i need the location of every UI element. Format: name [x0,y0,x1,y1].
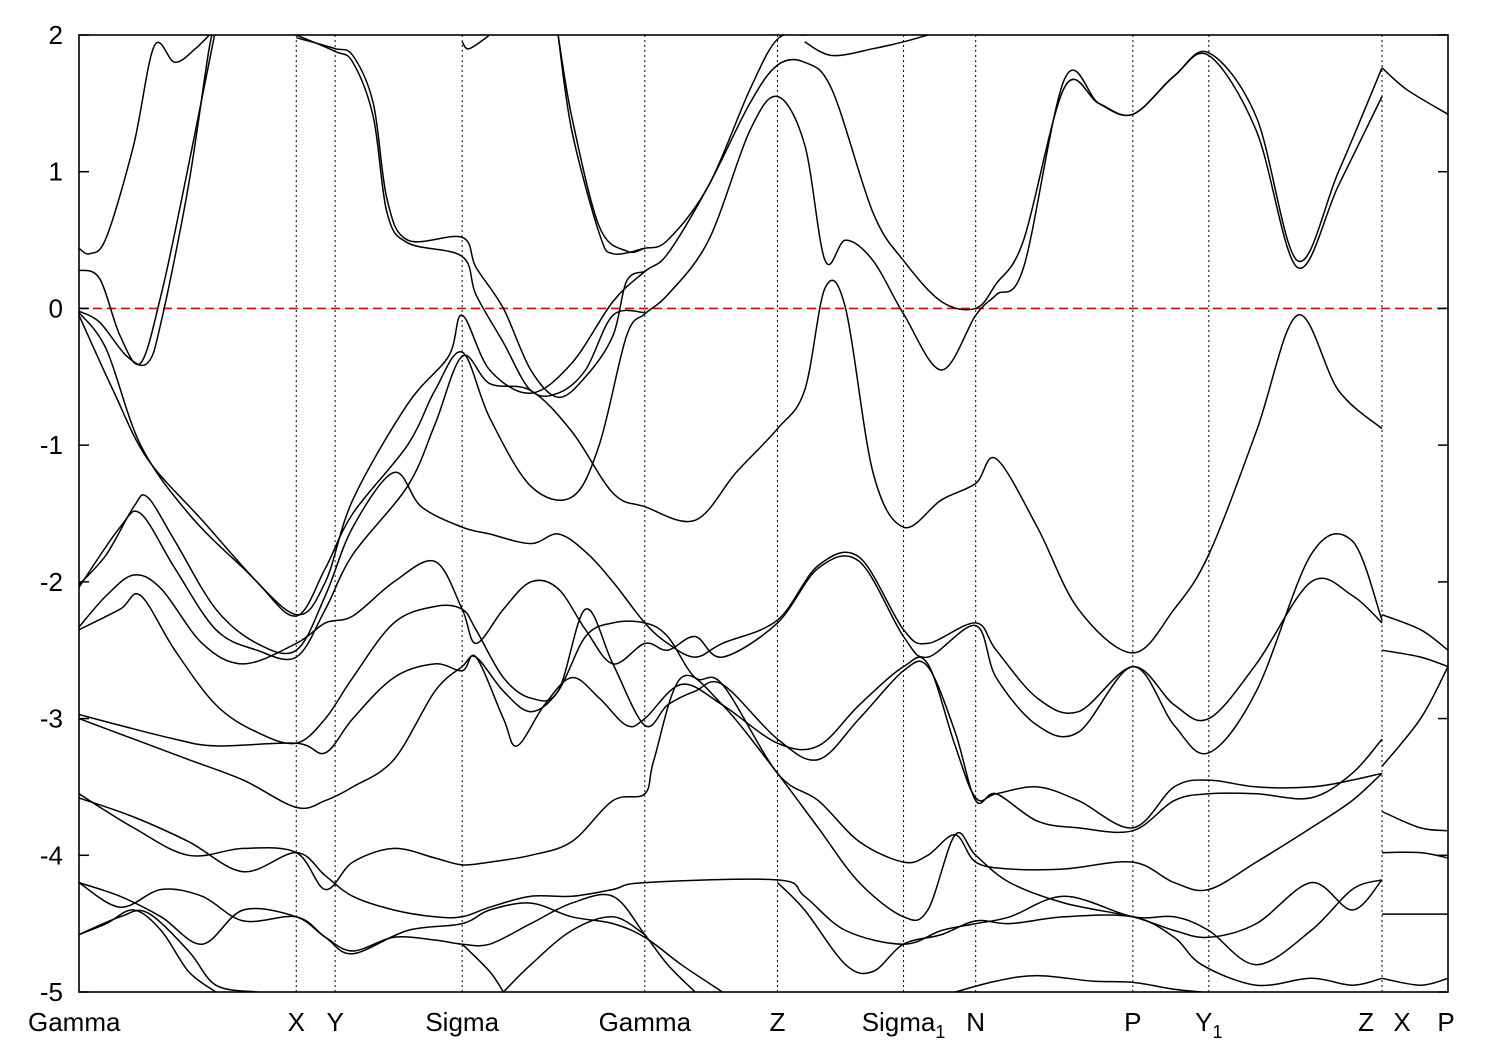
band-line-31 [1381,810,1448,832]
band-line-11 [79,620,1383,892]
band-line-26 [557,35,645,255]
x-tick-label: P [1124,1007,1141,1037]
band-line-35 [1381,977,1448,986]
band-line-9 [79,593,1383,834]
band-line-28 [1381,67,1448,115]
x-tick-label: Gamma [599,1007,692,1037]
y-tick-label: 1 [49,157,63,187]
band-line-16 [79,909,258,992]
band-line-19 [502,916,646,992]
band-line-13 [79,797,1383,966]
band-line-23 [296,35,645,398]
band-lines [79,35,1448,992]
y-tick-label: -5 [40,977,63,1007]
y-tick-label: -2 [40,567,63,597]
band-line-5 [79,52,1383,617]
band-line-7 [79,279,1383,661]
band-line-6 [79,471,1383,722]
x-tick-label: X [1393,1007,1410,1037]
x-tick-label: Y [326,1007,343,1037]
y-tick-label: -1 [40,430,63,460]
band-line-34 [1381,666,1448,767]
band-line-15 [79,881,723,992]
band-line-30 [1381,649,1448,668]
x-tick-label: Sigma1 [862,1007,946,1042]
band-line-17 [79,909,217,992]
band-line-1 [79,35,211,255]
band-line-14 [79,881,696,992]
x-tick-label: P [1437,1007,1454,1037]
x-tick-label: N [966,1007,985,1037]
band-line-18 [461,943,505,992]
band-line-29 [1381,614,1448,651]
plot-frame [78,34,1449,993]
high-symmetry-lines [295,35,1383,992]
band-line-10 [79,654,1383,829]
band-line-20 [776,882,1383,987]
x-axis: Gamma X Y Sigma Gamma Z Sigma1 N P Y1 Z X P [28,1007,1455,1042]
x-tick-label: Y1 [1195,1007,1222,1042]
x-tick-label: X [288,1007,305,1037]
y-tick-label: -4 [40,840,63,870]
band-line-22 [296,36,646,399]
x-tick-label: Z [770,1007,786,1037]
band-line-25 [557,35,805,254]
band-line-3 [79,35,213,367]
band-line-21 [955,974,1202,992]
x-tick-label: Gamma [28,1007,121,1037]
y-axis: -5 -4 -3 -2 -1 0 1 2 [40,20,1448,1007]
band-line-32 [1381,851,1448,859]
band-line-2 [79,35,216,366]
y-tick-label: 2 [49,20,63,50]
band-line-24 [461,35,491,50]
x-tick-label: Z [1358,1007,1374,1037]
band-line-27 [804,35,928,57]
y-tick-label: 0 [49,293,63,323]
y-tick-label: -3 [40,704,63,734]
band-line-8 [79,532,1383,755]
x-tick-label: Sigma [425,1007,499,1037]
